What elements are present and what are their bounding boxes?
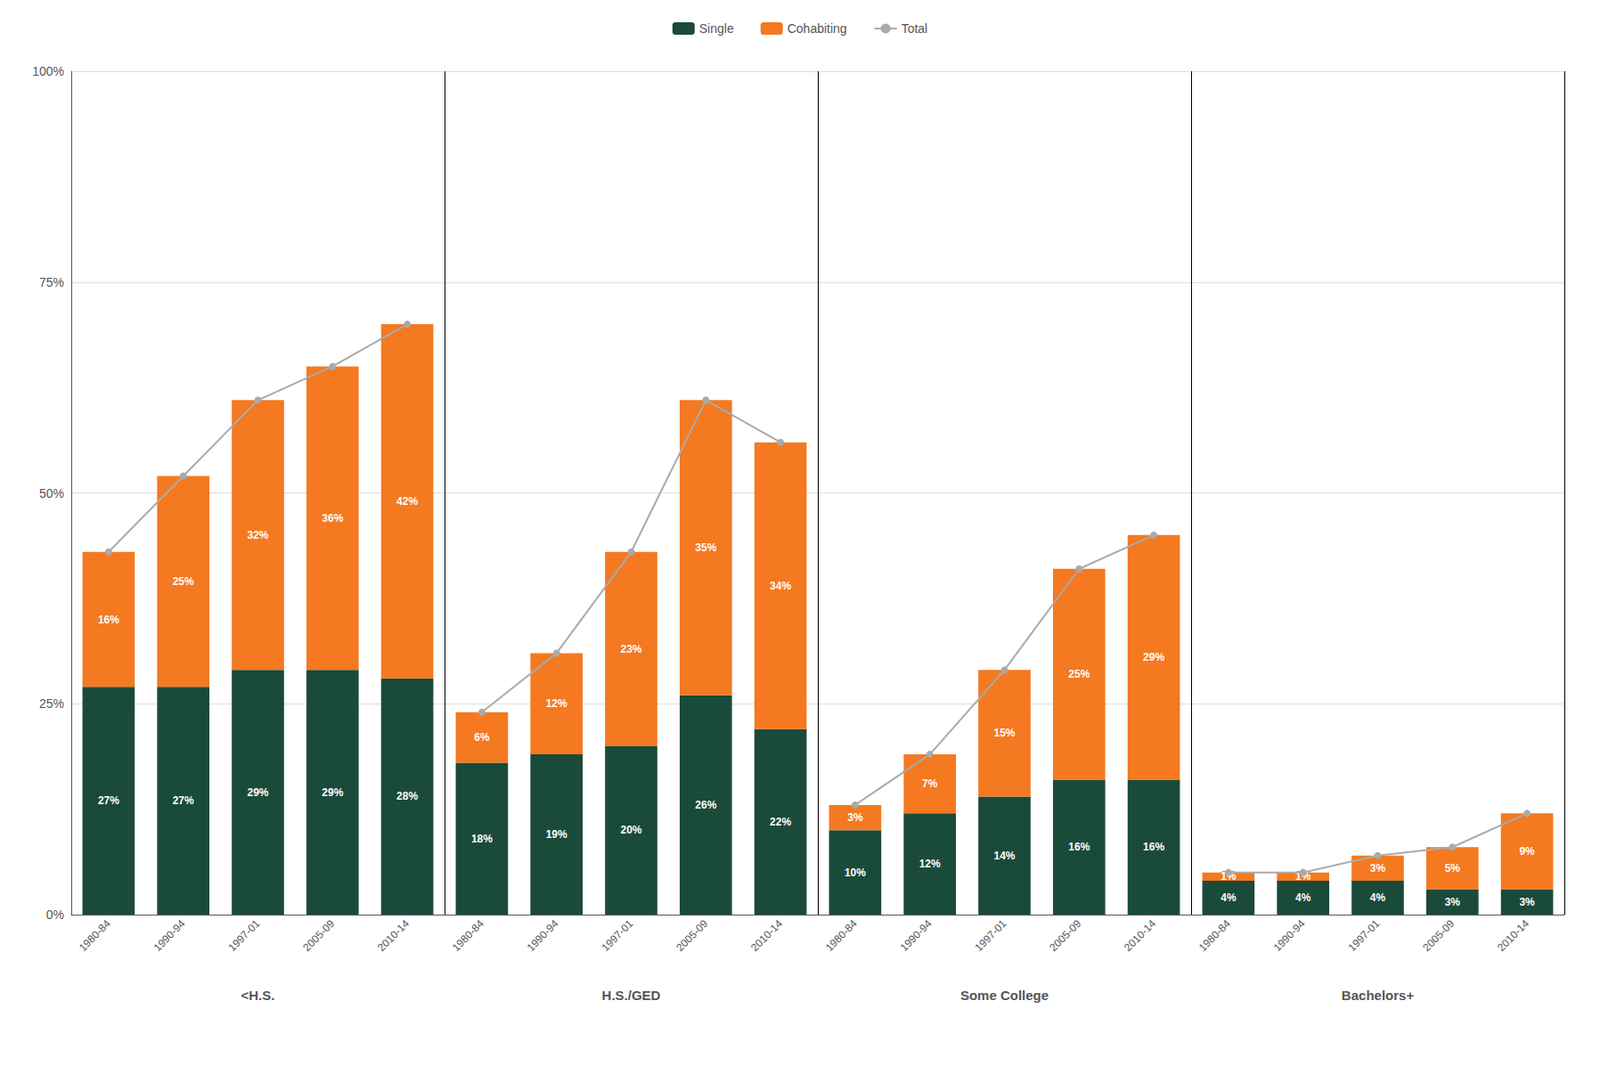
svg-text:Total: Total	[901, 21, 929, 36]
svg-text:12%: 12%	[919, 857, 941, 871]
svg-text:H.S./GED: H.S./GED	[602, 987, 662, 1004]
svg-text:2005-09: 2005-09	[673, 917, 711, 955]
svg-text:2010-14: 2010-14	[1494, 917, 1532, 955]
svg-text:1997-01: 1997-01	[971, 917, 1009, 955]
svg-text:Cohabiting: Cohabiting	[787, 21, 848, 36]
svg-text:2010-14: 2010-14	[748, 917, 785, 955]
svg-text:16%: 16%	[97, 613, 120, 627]
svg-text:16%: 16%	[1068, 840, 1090, 854]
svg-text:6%: 6%	[473, 731, 490, 744]
svg-text:1990-94: 1990-94	[151, 917, 188, 955]
svg-text:1990-94: 1990-94	[524, 917, 562, 955]
svg-text:25%: 25%	[39, 696, 65, 711]
svg-text:4%: 4%	[1220, 891, 1237, 905]
svg-text:5%: 5%	[1444, 862, 1462, 875]
svg-text:35%: 35%	[694, 541, 717, 555]
svg-text:28%: 28%	[396, 790, 418, 803]
svg-text:14%: 14%	[993, 849, 1015, 863]
svg-text:36%: 36%	[321, 512, 343, 525]
svg-text:1997-01: 1997-01	[225, 917, 262, 955]
svg-text:1%: 1%	[1295, 870, 1311, 884]
svg-text:32%: 32%	[246, 529, 269, 542]
svg-text:20%: 20%	[620, 824, 642, 837]
svg-text:15%: 15%	[993, 726, 1015, 740]
svg-text:27%: 27%	[172, 794, 195, 808]
svg-text:42%: 42%	[396, 495, 418, 508]
svg-text:29%: 29%	[246, 786, 269, 800]
svg-text:1980-84: 1980-84	[449, 917, 487, 955]
svg-text:Bachelors+: Bachelors+	[1341, 987, 1415, 1004]
svg-text:18%: 18%	[471, 832, 493, 846]
svg-text:2005-09: 2005-09	[300, 917, 337, 955]
svg-text:2005-09: 2005-09	[1046, 917, 1084, 955]
svg-text:1980-84: 1980-84	[76, 917, 114, 955]
svg-text:1997-01: 1997-01	[598, 917, 636, 955]
svg-text:7%: 7%	[922, 777, 939, 791]
svg-text:27%: 27%	[97, 794, 120, 808]
svg-text:3%: 3%	[1370, 862, 1387, 875]
svg-text:26%: 26%	[694, 799, 717, 812]
svg-text:1997-01: 1997-01	[1345, 917, 1382, 955]
svg-text:25%: 25%	[1068, 668, 1090, 681]
svg-text:29%: 29%	[1142, 651, 1165, 664]
svg-text:12%: 12%	[546, 697, 568, 711]
svg-text:2005-09: 2005-09	[1420, 917, 1457, 955]
svg-text:1980-84: 1980-84	[823, 917, 860, 955]
svg-text:9%: 9%	[1518, 845, 1535, 858]
svg-text:1990-94: 1990-94	[897, 917, 935, 955]
svg-text:16%: 16%	[1142, 840, 1165, 854]
svg-text:75%: 75%	[39, 275, 65, 290]
svg-text:22%: 22%	[769, 816, 792, 829]
svg-text:10%: 10%	[844, 866, 866, 880]
svg-text:4%: 4%	[1370, 891, 1387, 905]
svg-text:23%: 23%	[620, 643, 642, 656]
svg-text:100%: 100%	[32, 64, 65, 79]
svg-text:1980-84: 1980-84	[1196, 917, 1233, 955]
svg-text:19%: 19%	[546, 828, 568, 841]
svg-text:3%: 3%	[1444, 896, 1462, 909]
svg-text:2010-14: 2010-14	[375, 917, 412, 955]
svg-text:1990-94: 1990-94	[1271, 917, 1308, 955]
svg-text:25%: 25%	[172, 575, 195, 588]
svg-text:50%: 50%	[39, 486, 65, 501]
svg-text:3%: 3%	[1518, 896, 1535, 909]
svg-text:4%: 4%	[1295, 891, 1312, 905]
svg-text:2010-14: 2010-14	[1121, 917, 1159, 955]
svg-text:29%: 29%	[321, 786, 343, 800]
svg-text:34%: 34%	[769, 579, 792, 593]
svg-text:<H.S.: <H.S.	[241, 987, 276, 1004]
svg-text:Single: Single	[699, 21, 735, 36]
svg-text:1%: 1%	[1220, 870, 1237, 884]
svg-text:3%: 3%	[847, 811, 864, 825]
svg-text:0%: 0%	[46, 907, 65, 923]
svg-text:Some College: Some College	[960, 987, 1049, 1004]
